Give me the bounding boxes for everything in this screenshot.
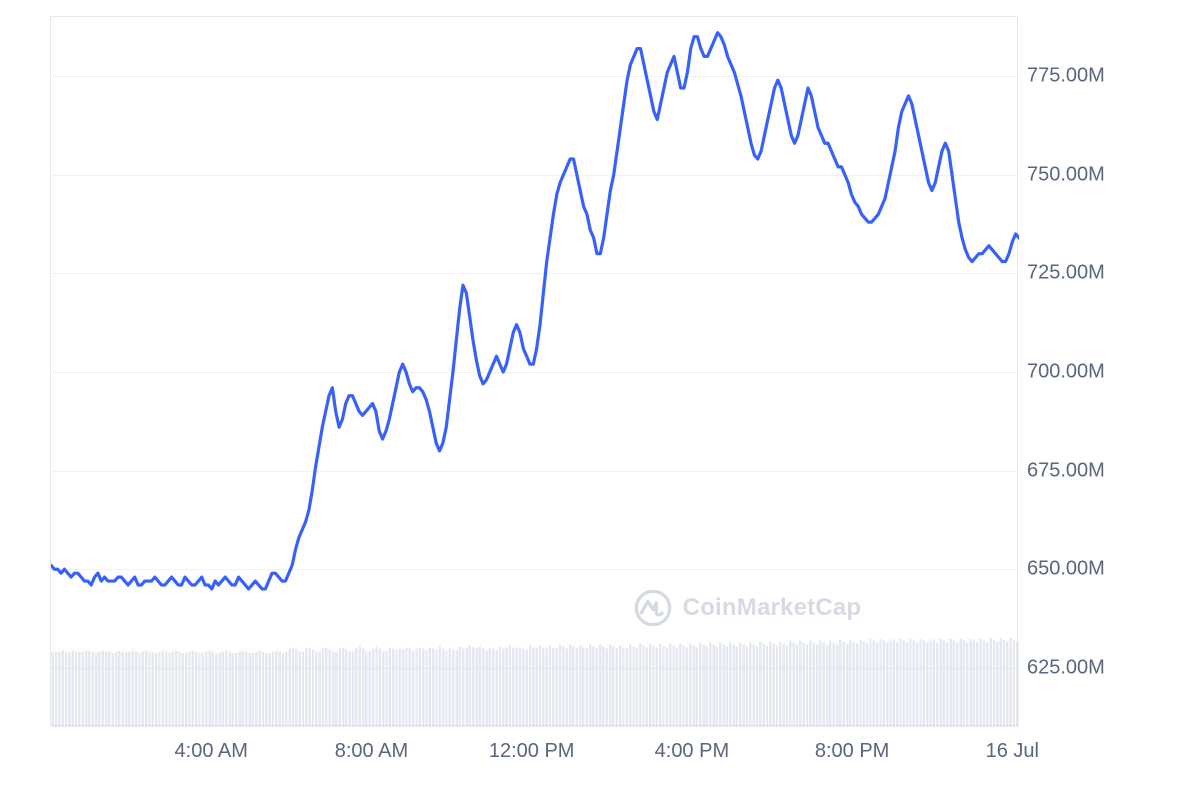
price-line-chart bbox=[51, 17, 1019, 727]
y-tick-label: 675.00M bbox=[1027, 459, 1105, 482]
y-tick-label: 650.00M bbox=[1027, 558, 1105, 581]
y-tick-label: 750.00M bbox=[1027, 163, 1105, 186]
plot-area: 625.00M650.00M675.00M700.00M725.00M750.0… bbox=[50, 16, 1018, 726]
y-tick-label: 700.00M bbox=[1027, 361, 1105, 384]
x-tick-label: 4:00 AM bbox=[175, 740, 248, 763]
y-axis-labels: 625.00M 650.00M 675.00M 700.00M 725.00M 750.0… bbox=[1027, 17, 1137, 725]
x-tick-label: 8:00 PM bbox=[815, 740, 889, 763]
x-tick-label: 8:00 AM bbox=[335, 740, 408, 763]
watermark-text: CoinMarketCap bbox=[683, 594, 862, 622]
x-tick-label: 16 Jul bbox=[986, 740, 1039, 763]
x-axis-labels: 4:00 AM8:00 AM12:00 PM4:00 PM8:00 PM16 J… bbox=[51, 740, 1017, 770]
y-tick-label: 625.00M bbox=[1027, 656, 1105, 679]
price-line bbox=[51, 33, 1019, 589]
y-tick-label: 775.00M bbox=[1027, 65, 1105, 88]
coinmarketcap-logo-icon bbox=[633, 588, 673, 628]
y-tick-label: 725.00M bbox=[1027, 262, 1105, 285]
x-tick-label: 12:00 PM bbox=[489, 740, 575, 763]
chart-frame: 625.00M 650.00M 675.00M 700.00M 725.00M 750.0… bbox=[0, 0, 1200, 800]
watermark: CoinMarketCap bbox=[633, 588, 862, 628]
x-tick-label: 4:00 PM bbox=[655, 740, 729, 763]
